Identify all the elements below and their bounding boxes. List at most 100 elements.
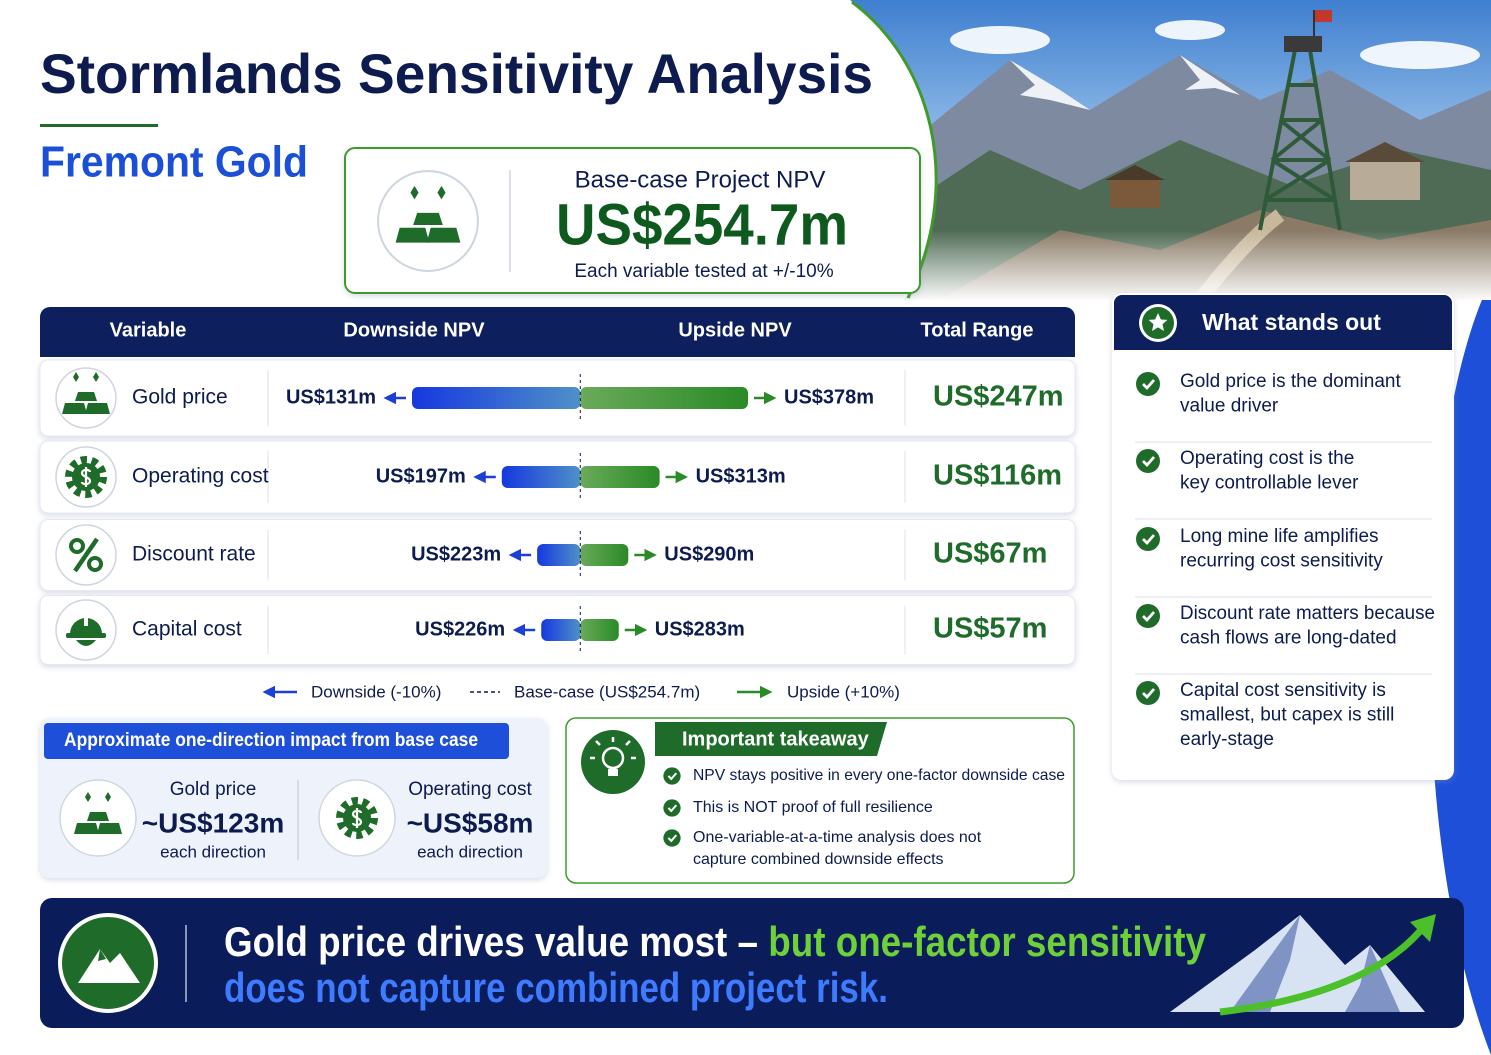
icon-part [1010,60,1090,110]
npv-note: Each variable tested at +/-10% [574,261,833,282]
icon-part [66,633,106,638]
subtitle: Fremont Gold [40,138,308,187]
legend-label: Upside (+10%) [787,682,900,701]
gold-icon [377,170,479,272]
takeaway-points: NPV stays positive in every one-factor d… [663,767,1065,868]
icon-part [395,227,430,243]
check-icon [1136,372,1160,396]
check-icon [1136,681,1160,705]
downside-bar [412,387,581,409]
takeaway-point: NPV stays positive in every one-factor d… [693,767,1065,784]
percent-icon [55,524,117,586]
impact-name: Gold price [170,779,257,800]
upside-label: US$283m [655,618,745,640]
icon-part [98,949,106,961]
banner-art [1170,914,1436,1016]
takeaway-title: Important takeaway [682,728,870,750]
icon-part [74,823,99,834]
banner-accent: but one-factor sensitivity [768,918,1206,965]
icon-part [1345,142,1425,162]
icon-part [1136,527,1160,551]
scene [850,0,1491,300]
icon-part [1136,449,1160,473]
upside-label: US$378m [784,386,874,408]
icon-part [1142,534,1156,546]
downside-bar [501,466,581,488]
banner-line-2: does not capture combined project risk. [224,964,888,1011]
check-icon [663,767,681,785]
column-header: Variable [110,319,187,341]
icon-part [1314,10,1332,22]
banner-line-1: Gold price drives value most – but one-f… [224,918,1207,965]
stands-out-point: early-stage [1180,729,1274,750]
stands-out-point: value driver [1180,396,1279,417]
icon-part [581,730,645,794]
stands-out-points: Gold price is the dominant value driver Op… [1135,371,1435,750]
icon-part [1142,379,1156,391]
icon-part [97,823,122,834]
icon-part [73,372,99,382]
stands-out-point: Long mine life amplifies [1180,526,1379,547]
icon-part [1142,611,1156,623]
tornado-rows: Gold price US$131m US$378m US$247m Operatin… [39,359,1076,665]
upside-bar [580,466,660,488]
icon-part [1263,158,1332,202]
icon-part [1142,456,1156,468]
stands-out-point: key controllable lever [1180,473,1359,494]
check-icon [1136,604,1160,628]
icon-part [1105,165,1165,180]
stands-out-point: recurring cost sensitivity [1180,551,1383,572]
check-icon [1136,527,1160,551]
impact-tab [44,723,509,759]
icon-part [78,949,140,983]
icon-part [667,804,678,813]
icon-part [1284,36,1322,52]
takeaway-tab [655,722,887,756]
banner [40,898,1464,1028]
icon-part [62,403,87,414]
icon-part [667,772,678,781]
icon-part [1136,604,1160,628]
variable-name: Discount rate [132,543,256,566]
upside-label: US$290m [664,543,754,565]
impact-note: each direction [160,842,266,861]
check-icon [663,799,681,817]
icon-part [84,616,88,626]
icon-part [850,230,1491,300]
icon-part [663,799,681,817]
legend-label: Downside (-10%) [311,682,441,701]
variable-name: Operating cost [132,465,269,488]
icon-part [667,834,678,843]
total-range: US$247m [933,381,1064,413]
icon-part [73,537,99,573]
icon-part [663,829,681,847]
star-icon [1139,304,1177,342]
legend-label: Base-case (US$254.7m) [514,682,700,701]
icon-part [65,456,107,498]
stands-out-point: Gold price is the dominant [1180,371,1401,392]
icon-part [69,538,85,554]
stands-out-point: cash flows are long-dated [1180,628,1397,649]
stands-out-card [1112,293,1454,780]
icon-part [1142,688,1156,700]
column-header: Downside NPV [343,319,485,341]
title: Stormlands Sensitivity Analysis [40,42,873,105]
icon-part [410,185,446,200]
icon-part [1350,160,1420,200]
impact-value: ~US$58m [407,807,534,838]
downside-label: US$223m [411,543,501,565]
icon-part [351,808,363,828]
check-icon [1136,449,1160,473]
icon-part [413,212,443,226]
total-range: US$116m [933,460,1062,492]
check-icon [663,829,681,847]
icon-part [1345,945,1400,1012]
downside-label: US$197m [376,465,466,487]
icon-part [1360,41,1480,69]
icon-part [1270,158,1337,202]
icon-part [663,767,681,785]
icon-part [1270,118,1324,162]
gold-icon [59,779,137,857]
icon-part [76,640,96,646]
